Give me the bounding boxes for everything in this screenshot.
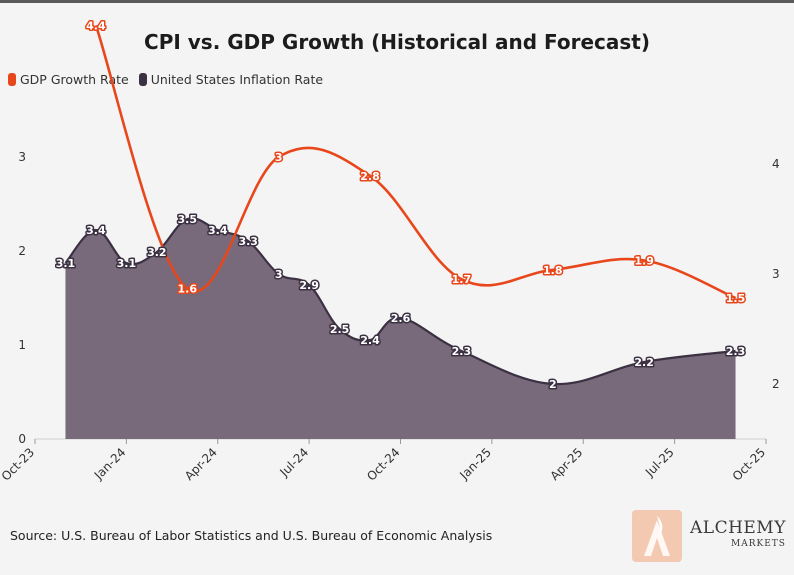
x-tick-label: Oct-24: [364, 445, 402, 483]
x-tick-label: Jan-25: [456, 445, 494, 483]
inflation-data-label: 3.1: [117, 257, 137, 270]
gdp-data-label: 1.9: [634, 254, 654, 267]
chart-plot: 3.1 3.4 3.1 3.2 3.5 3.4 3.3 3 2.9 2.5 2.4 2.6 2.3 2 2.…: [0, 18, 780, 484]
y-left-tick-label: 2: [18, 244, 26, 258]
x-tick-label: Apr-25: [547, 445, 585, 483]
legend-label-gdp: GDP Growth Rate: [20, 72, 129, 87]
logo-main-text: ALCHEMY: [690, 518, 786, 538]
inflation-data-label: 3.1: [56, 257, 76, 270]
gdp-data-label: 1.6: [178, 283, 198, 296]
inflation-data-label: 2: [549, 378, 557, 391]
y-right-tick-label: 4: [772, 157, 780, 171]
x-tick-label: Oct-23: [0, 445, 37, 483]
y-right-tick-label: 3: [772, 267, 780, 281]
x-tick-label: Oct-25: [730, 445, 768, 483]
gdp-data-label: 1.7: [452, 273, 472, 286]
legend-item-inflation[interactable]: United States Inflation Rate: [138, 72, 324, 87]
inflation-data-label: 2.9: [299, 279, 319, 292]
inflation-data-label: 3.4: [208, 224, 228, 237]
chart-title: CPI vs. GDP Growth (Historical and Forec…: [144, 30, 650, 54]
gdp-data-label: 1.8: [543, 264, 563, 277]
inflation-data-label: 3.2: [147, 246, 167, 259]
gdp-data-label: 2.8: [360, 170, 380, 183]
inflation-swatch: [138, 73, 147, 86]
source-note: Source: U.S. Bureau of Labor Statistics …: [10, 528, 493, 543]
gdp-data-label: 4.4: [86, 19, 106, 32]
inflation-data-label: 2.3: [726, 345, 746, 358]
inflation-data-label: 3: [275, 268, 283, 281]
logo-flame-icon: [632, 510, 682, 562]
gdp-line: [94, 24, 737, 300]
legend: GDP Growth Rate United States Inflation …: [8, 72, 333, 87]
x-tick-label: Jul-25: [642, 445, 677, 480]
logo-text: ALCHEMY MARKETS: [690, 518, 786, 549]
y-right-tick-label: 2: [772, 377, 780, 391]
inflation-data-label: 3.5: [178, 213, 198, 226]
top-border: [0, 0, 794, 3]
inflation-data-label: 2.2: [634, 356, 654, 369]
inflation-line: [64, 217, 736, 386]
inflation-data-label: 3.4: [86, 224, 106, 237]
gdp-data-label: 3: [275, 151, 283, 164]
y-left-tick-label: 1: [18, 338, 26, 352]
gdp-swatch: [8, 73, 16, 86]
legend-label-inflation: United States Inflation Rate: [150, 72, 324, 87]
x-tick-label: Jul-24: [277, 445, 312, 480]
inflation-data-label: 2.3: [452, 345, 472, 358]
legend-item-gdp[interactable]: GDP Growth Rate: [8, 72, 129, 87]
x-tick-label: Jan-24: [91, 445, 129, 483]
x-tick-label: Apr-24: [182, 445, 220, 483]
gdp-data-label: 1.5: [726, 292, 746, 305]
inflation-data-label: 2.4: [360, 334, 380, 347]
y-left-tick-label: 3: [18, 150, 26, 164]
logo-sub-text: MARKETS: [730, 539, 786, 549]
inflation-data-label: 2.5: [330, 323, 350, 336]
alchemy-logo: ALCHEMY MARKETS: [632, 510, 792, 566]
inflation-data-label: 2.6: [391, 312, 411, 325]
y-left-tick-label: 0: [18, 432, 26, 446]
inflation-data-label: 3.3: [238, 235, 258, 248]
